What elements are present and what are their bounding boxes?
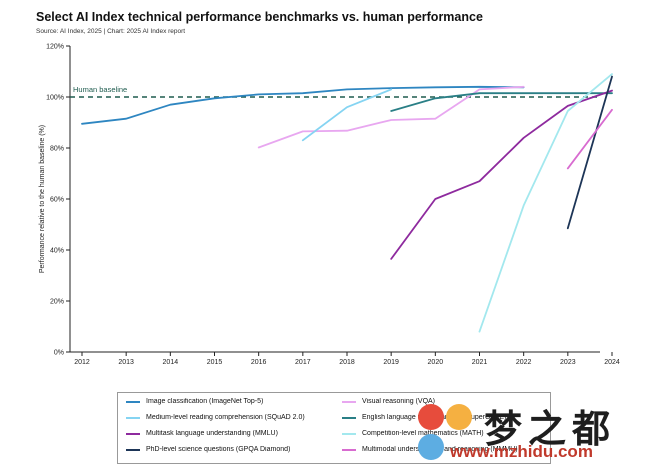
series-line-6 xyxy=(566,75,613,230)
legend-swatch xyxy=(342,400,356,403)
x-tick-label: 2013 xyxy=(118,359,134,366)
legend-label: Medium-level reading comprehension (SQuA… xyxy=(146,414,305,421)
x-tick-label: 2012 xyxy=(74,359,90,366)
series-line-7 xyxy=(566,108,613,170)
watermark-text: 梦之都 xyxy=(484,409,617,451)
legend-item: Medium-level reading comprehension (SQuA… xyxy=(126,414,336,421)
legend-item: Visual reasoning (VQA) xyxy=(342,398,542,405)
chart-subtitle: Source: AI Index, 2025 | Chart: 2025 AI … xyxy=(36,28,186,35)
x-tick-label: 2016 xyxy=(251,359,267,366)
y-tick-label: 80% xyxy=(50,146,64,153)
legend-item: Image classification (ImageNet Top-5) xyxy=(126,398,336,405)
x-tick-label: 2023 xyxy=(560,359,576,366)
legend-item: PhD-level science questions (GPQA Diamon… xyxy=(126,446,336,453)
legend-item: Multitask language understanding (MMLU) xyxy=(126,430,336,437)
x-tick-label: 2014 xyxy=(163,359,179,366)
watermark: 梦之都 www.mzhidu.com xyxy=(416,398,641,468)
x-tick-label: 2024 xyxy=(604,359,620,366)
legend-swatch xyxy=(342,448,356,451)
legend-swatch xyxy=(126,416,140,419)
series-line-4 xyxy=(390,89,613,260)
watermark-url: www.mzhidu.com xyxy=(450,442,593,461)
y-axis-label: Performance relative to the human baseli… xyxy=(39,125,46,273)
legend-label: PhD-level science questions (GPQA Diamon… xyxy=(146,446,291,453)
legend-label: Competition-level mathematics (MATH) xyxy=(362,430,484,437)
y-tick-label: 20% xyxy=(50,299,64,306)
series-line-1 xyxy=(257,85,525,149)
x-tick-label: 2021 xyxy=(472,359,488,366)
human-baseline-label: Human baseline xyxy=(73,85,127,94)
legend-swatch xyxy=(126,400,140,403)
watermark-logo-red xyxy=(418,404,444,430)
series-line-5 xyxy=(478,73,613,333)
x-tick-label: 2020 xyxy=(428,359,444,366)
y-tick-label: 120% xyxy=(46,44,64,51)
y-tick-label: 100% xyxy=(46,95,64,102)
series-line-0 xyxy=(81,85,525,125)
legend-label: Visual reasoning (VQA) xyxy=(362,398,436,405)
legend-item: Competition-level mathematics (MATH) xyxy=(342,430,542,437)
x-tick-label: 2019 xyxy=(383,359,399,366)
chart-title: Select AI Index technical performance be… xyxy=(36,10,483,24)
legend-swatch xyxy=(342,416,356,419)
y-tick-label: 0% xyxy=(54,350,64,357)
legend-swatch xyxy=(126,448,140,451)
legend-label: Image classification (ImageNet Top-5) xyxy=(146,398,264,405)
x-tick-label: 2015 xyxy=(207,359,223,366)
legend-swatch xyxy=(126,432,140,435)
x-tick-label: 2017 xyxy=(295,359,311,366)
series-line-2 xyxy=(301,88,393,142)
watermark-logo-yellow xyxy=(446,404,472,430)
x-tick-label: 2018 xyxy=(339,359,355,366)
series-line-3 xyxy=(390,92,613,112)
legend-swatch xyxy=(342,432,356,435)
legend-label: Multitask language understanding (MMLU) xyxy=(146,430,278,437)
y-tick-label: 60% xyxy=(50,197,64,204)
watermark-logo-blue xyxy=(418,434,444,460)
x-tick-label: 2022 xyxy=(516,359,532,366)
y-tick-label: 40% xyxy=(50,248,64,255)
